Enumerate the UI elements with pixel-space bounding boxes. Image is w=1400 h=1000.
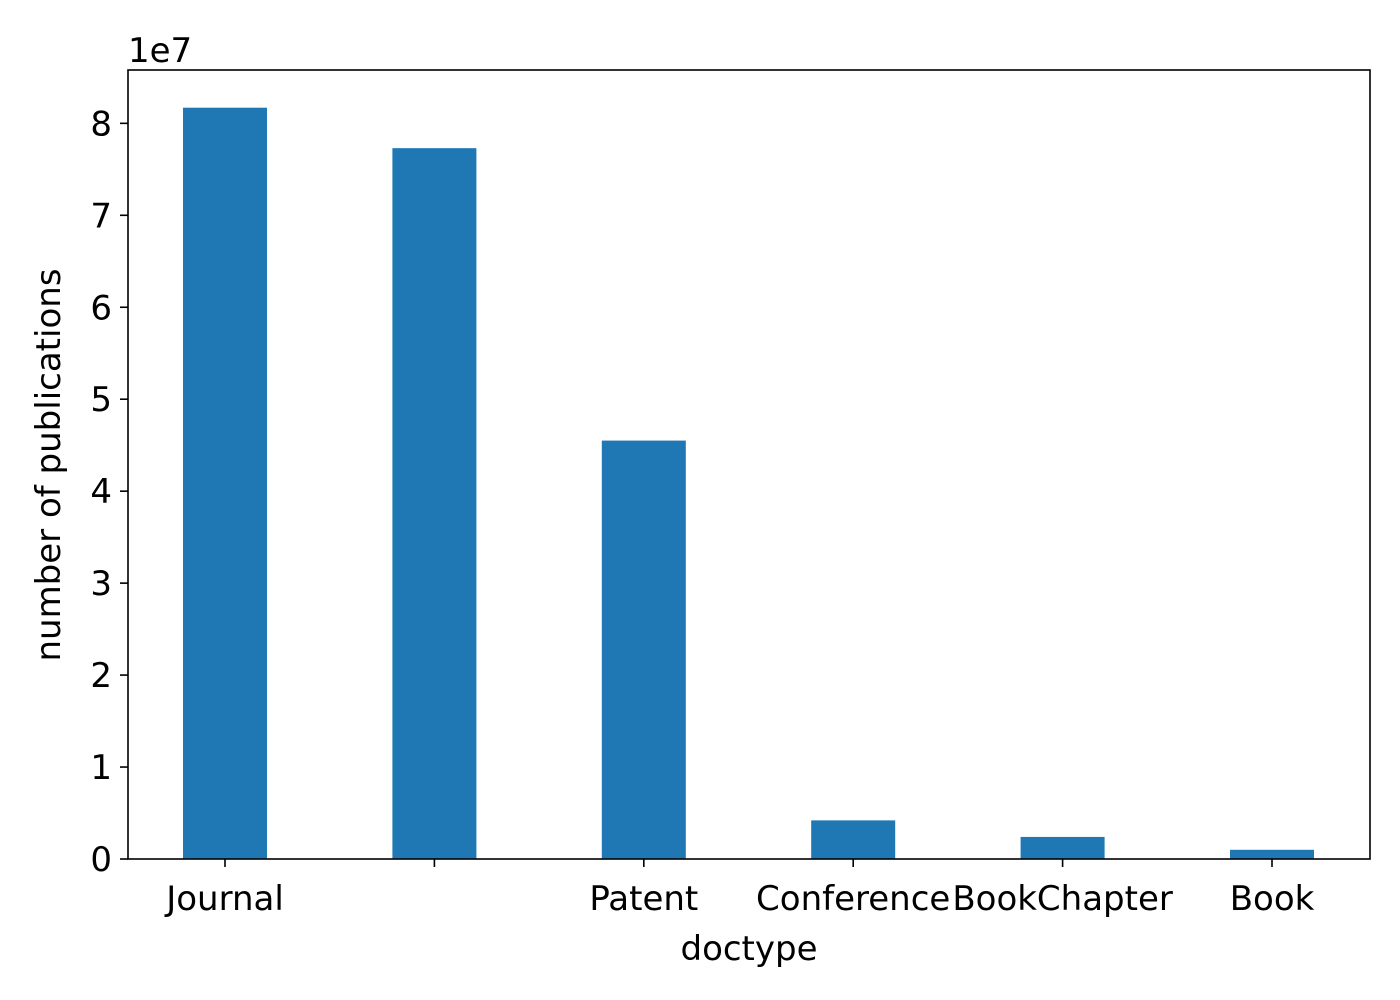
bar — [1230, 849, 1314, 859]
bar — [183, 107, 267, 859]
y-tick-label: 3 — [90, 564, 112, 604]
bar — [601, 440, 686, 859]
y-tick-label: 4 — [90, 472, 112, 512]
bar — [811, 820, 896, 859]
y-tick-label: 0 — [90, 840, 112, 880]
y-tick-label: 5 — [90, 380, 112, 420]
x-tick-label: BookChapter — [952, 879, 1173, 919]
y-axis-label: number of publications — [29, 268, 69, 661]
y-tick-label: 2 — [90, 656, 112, 696]
y-tick-label: 1 — [90, 748, 112, 788]
bar — [1020, 836, 1105, 859]
x-axis-ticks: Journal Patent Conference BookChapter Book — [164, 859, 1315, 919]
y-tick-label: 6 — [90, 288, 112, 328]
plot-frame — [127, 69, 1371, 860]
x-tick-label: Book — [1230, 879, 1315, 919]
bar — [392, 148, 477, 860]
y-tick-label: 7 — [90, 196, 112, 236]
bars-layer — [183, 107, 1314, 860]
y-tick-label: 8 — [90, 104, 112, 144]
x-axis-label: doctype — [680, 929, 817, 969]
y-axis-offset-label: 1e7 — [128, 31, 192, 71]
y-axis-ticks: 0 1 2 3 4 5 6 7 8 — [90, 104, 128, 880]
x-tick-label: Journal — [164, 879, 284, 919]
x-tick-label: Conference — [756, 879, 950, 919]
x-tick-label: Patent — [589, 879, 698, 919]
